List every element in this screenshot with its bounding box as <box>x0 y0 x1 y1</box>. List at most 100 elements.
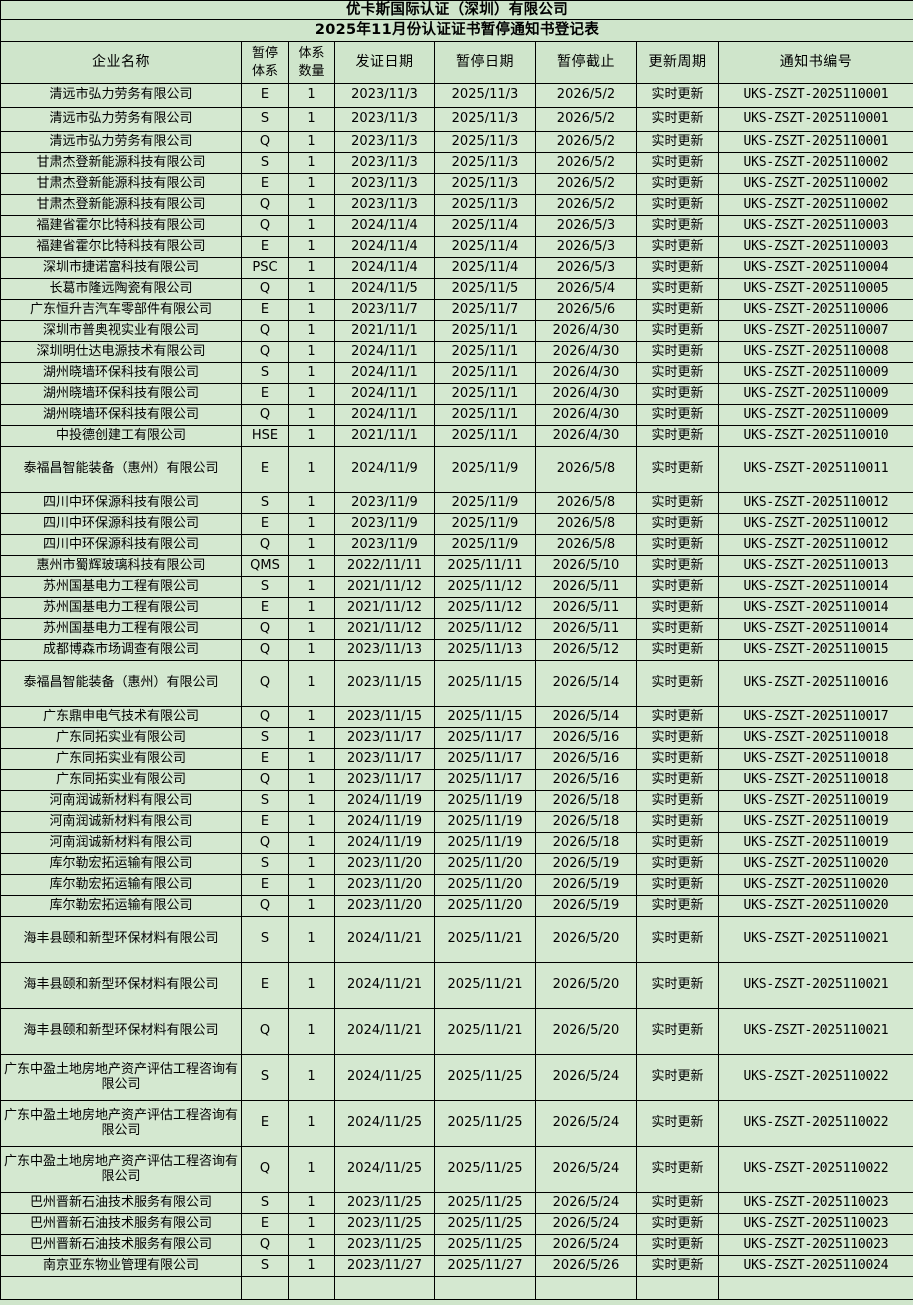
cell-suspended-system[interactable]: S <box>241 1255 289 1277</box>
cell-issue-date[interactable]: 2022/11/11 <box>334 555 435 577</box>
cell-system-count[interactable]: 1 <box>288 962 335 1009</box>
table-row[interactable]: 福建省霍尔比特科技有限公司 E 1 2024/11/4 2025/11/4 2026/5/… <box>0 236 913 258</box>
cell-update-cycle[interactable]: 实时更新 <box>636 341 719 363</box>
cell-suspension-end[interactable]: 2026/5/8 <box>535 492 637 514</box>
cell-suspension-end[interactable]: 2026/5/24 <box>535 1213 637 1235</box>
cell-system-count[interactable]: 1 <box>288 383 335 405</box>
cell-issue-date[interactable]: 2024/11/4 <box>334 257 435 279</box>
cell-update-cycle[interactable]: 实时更新 <box>636 1255 719 1277</box>
cell-issue-date[interactable]: 2023/11/20 <box>334 874 435 896</box>
cell-update-cycle[interactable]: 实时更新 <box>636 425 719 447</box>
cell-notice-number[interactable]: UKS-ZSZT-2025110001 <box>718 107 913 132</box>
cell-notice-number[interactable]: UKS-ZSZT-2025110015 <box>718 639 913 661</box>
cell-system-count[interactable]: 1 <box>288 1255 335 1277</box>
cell-company-name[interactable]: 库尔勒宏拓运输有限公司 <box>0 895 242 917</box>
table-row-empty[interactable] <box>0 1276 913 1300</box>
table-row[interactable]: 泰福昌智能装备（惠州）有限公司 E 1 2024/11/9 2025/11/9 2026/… <box>0 446 913 493</box>
cell-notice-number[interactable]: UKS-ZSZT-2025110001 <box>718 83 913 108</box>
cell-suspension-end[interactable]: 2026/4/30 <box>535 320 637 342</box>
cell-suspended-system[interactable]: Q <box>241 404 289 426</box>
cell-notice-number[interactable] <box>718 1276 913 1300</box>
cell-company-name[interactable]: 广东鼎申电气技术有限公司 <box>0 706 242 728</box>
table-row[interactable]: 库尔勒宏拓运输有限公司 S 1 2023/11/20 2025/11/20 2026/5/… <box>0 853 913 875</box>
cell-system-count[interactable]: 1 <box>288 107 335 132</box>
cell-issue-date[interactable]: 2024/11/1 <box>334 341 435 363</box>
cell-issue-date[interactable]: 2023/11/17 <box>334 748 435 770</box>
cell-update-cycle[interactable]: 实时更新 <box>636 492 719 514</box>
cell-notice-number[interactable]: UKS-ZSZT-2025110011 <box>718 446 913 493</box>
cell-notice-number[interactable]: UKS-ZSZT-2025110008 <box>718 341 913 363</box>
cell-suspension-end[interactable]: 2026/5/11 <box>535 597 637 619</box>
cell-issue-date[interactable]: 2023/11/9 <box>334 513 435 535</box>
cell-system-count[interactable]: 1 <box>288 639 335 661</box>
cell-suspension-end[interactable]: 2026/5/20 <box>535 1008 637 1055</box>
table-row[interactable]: 惠州市蜀辉玻璃科技有限公司 QMS 1 2022/11/11 2025/11/11 202… <box>0 555 913 577</box>
cell-suspension-date[interactable]: 2025/11/1 <box>434 425 536 447</box>
cell-suspension-date[interactable]: 2025/11/25 <box>434 1054 536 1101</box>
cell-suspension-date[interactable]: 2025/11/1 <box>434 383 536 405</box>
cell-notice-number[interactable]: UKS-ZSZT-2025110005 <box>718 278 913 300</box>
cell-notice-number[interactable]: UKS-ZSZT-2025110013 <box>718 555 913 577</box>
cell-suspended-system[interactable]: S <box>241 152 289 174</box>
cell-company-name[interactable]: 清远市弘力劳务有限公司 <box>0 83 242 108</box>
cell-update-cycle[interactable]: 实时更新 <box>636 1008 719 1055</box>
cell-suspended-system[interactable]: Q <box>241 660 289 707</box>
cell-update-cycle[interactable]: 实时更新 <box>636 1234 719 1256</box>
cell-company-name[interactable]: 海丰县颐和新型环保材料有限公司 <box>0 916 242 963</box>
table-row[interactable]: 库尔勒宏拓运输有限公司 Q 1 2023/11/20 2025/11/20 2026/5/… <box>0 895 913 917</box>
cell-company-name[interactable]: 甘肃杰登新能源科技有限公司 <box>0 194 242 216</box>
cell-system-count[interactable]: 1 <box>288 706 335 728</box>
cell-suspended-system[interactable]: S <box>241 492 289 514</box>
table-row[interactable]: 泰福昌智能装备（惠州）有限公司 Q 1 2023/11/15 2025/11/15 202… <box>0 660 913 707</box>
cell-update-cycle[interactable]: 实时更新 <box>636 215 719 237</box>
cell-notice-number[interactable]: UKS-ZSZT-2025110003 <box>718 215 913 237</box>
cell-system-count[interactable]: 1 <box>288 131 335 153</box>
cell-company-name[interactable]: 福建省霍尔比特科技有限公司 <box>0 236 242 258</box>
cell-issue-date[interactable]: 2023/11/15 <box>334 706 435 728</box>
table-row[interactable]: 河南润诚新材料有限公司 E 1 2024/11/19 2025/11/19 2026/5/… <box>0 811 913 833</box>
cell-system-count[interactable]: 1 <box>288 555 335 577</box>
cell-issue-date[interactable]: 2023/11/7 <box>334 299 435 321</box>
cell-suspension-date[interactable]: 2025/11/25 <box>434 1213 536 1235</box>
cell-suspension-date[interactable]: 2025/11/12 <box>434 618 536 640</box>
cell-suspension-end[interactable]: 2026/5/14 <box>535 706 637 728</box>
cell-suspension-end[interactable]: 2026/5/10 <box>535 555 637 577</box>
cell-company-name[interactable]: 清远市弘力劳务有限公司 <box>0 131 242 153</box>
cell-notice-number[interactable]: UKS-ZSZT-2025110022 <box>718 1054 913 1101</box>
cell-suspension-end[interactable]: 2026/5/2 <box>535 131 637 153</box>
cell-company-name[interactable]: 海丰县颐和新型环保材料有限公司 <box>0 962 242 1009</box>
cell-update-cycle[interactable]: 实时更新 <box>636 895 719 917</box>
cell-company-name[interactable]: 长葛市隆远陶瓷有限公司 <box>0 278 242 300</box>
cell-issue-date[interactable]: 2023/11/3 <box>334 107 435 132</box>
cell-company-name[interactable]: 福建省霍尔比特科技有限公司 <box>0 215 242 237</box>
cell-system-count[interactable]: 1 <box>288 236 335 258</box>
cell-system-count[interactable]: 1 <box>288 534 335 556</box>
cell-suspension-date[interactable]: 2025/11/7 <box>434 299 536 321</box>
cell-update-cycle[interactable]: 实时更新 <box>636 618 719 640</box>
cell-system-count[interactable]: 1 <box>288 1146 335 1193</box>
cell-suspension-date[interactable]: 2025/11/3 <box>434 83 536 108</box>
cell-suspension-end[interactable]: 2026/5/18 <box>535 790 637 812</box>
cell-issue-date[interactable]: 2023/11/20 <box>334 853 435 875</box>
cell-suspension-end[interactable]: 2026/5/16 <box>535 748 637 770</box>
cell-suspension-date[interactable]: 2025/11/9 <box>434 492 536 514</box>
cell-suspended-system[interactable]: E <box>241 1100 289 1147</box>
cell-notice-number[interactable]: UKS-ZSZT-2025110022 <box>718 1100 913 1147</box>
cell-company-name[interactable]: 苏州国基电力工程有限公司 <box>0 597 242 619</box>
cell-suspended-system[interactable]: E <box>241 446 289 493</box>
cell-issue-date[interactable]: 2024/11/1 <box>334 383 435 405</box>
cell-notice-number[interactable]: UKS-ZSZT-2025110016 <box>718 660 913 707</box>
cell-update-cycle[interactable]: 实时更新 <box>636 790 719 812</box>
cell-suspension-date[interactable]: 2025/11/1 <box>434 341 536 363</box>
cell-suspension-end[interactable]: 2026/4/30 <box>535 404 637 426</box>
cell-suspended-system[interactable]: Q <box>241 639 289 661</box>
table-row[interactable]: 海丰县颐和新型环保材料有限公司 S 1 2024/11/21 2025/11/21 202… <box>0 916 913 963</box>
cell-update-cycle[interactable]: 实时更新 <box>636 257 719 279</box>
cell-suspension-end[interactable]: 2026/5/11 <box>535 618 637 640</box>
cell-suspension-end[interactable]: 2026/5/12 <box>535 639 637 661</box>
cell-system-count[interactable]: 1 <box>288 215 335 237</box>
cell-notice-number[interactable]: UKS-ZSZT-2025110019 <box>718 832 913 854</box>
cell-company-name[interactable]: 巴州晋新石油技术服务有限公司 <box>0 1234 242 1256</box>
cell-update-cycle[interactable]: 实时更新 <box>636 278 719 300</box>
cell-system-count[interactable]: 1 <box>288 299 335 321</box>
